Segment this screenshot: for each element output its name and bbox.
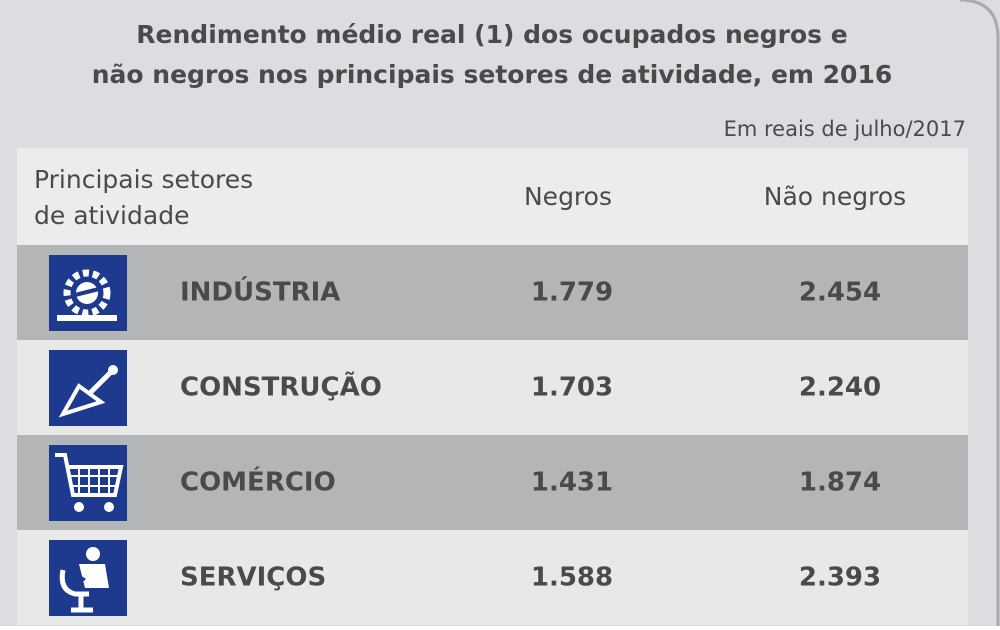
column-header: Principais setores [34,165,253,194]
value-nao-negros: 1.874 [799,468,881,498]
icon-drawing [58,365,118,418]
subtitle: Em reais de julho/2017 [724,117,966,141]
icon-drawing [59,547,109,613]
table-body: INDÚSTRIA 1.779 2.454 CONSTRUÇÃO 1.703 2.240 C… [17,245,968,625]
title-line: Rendimento médio real (1) dos ocupados n… [136,20,847,49]
icon-drawing [55,453,124,512]
sector-name: INDÚSTRIA [180,276,340,308]
value-nao-negros: 2.454 [799,278,881,308]
column-header: Não negros [764,182,906,211]
row-background [17,530,968,625]
sector-name: COMÉRCIO [180,466,336,498]
row-background [17,340,968,435]
column-header: Negros [524,182,612,211]
row-background [17,435,968,530]
sector-name: SERVIÇOS [180,563,326,593]
value-negros: 1.588 [531,563,613,593]
panel-border [959,0,1000,626]
title-line: não negros nos principais setores de ati… [92,60,893,89]
column-header: de atividade [34,201,189,230]
sector-icon [49,255,127,331]
sector-icon [49,350,127,426]
sector-name: CONSTRUÇÃO [180,371,382,403]
row-background [17,245,968,340]
value-nao-negros: 2.240 [799,373,881,403]
header-row [17,148,968,245]
value-negros: 1.703 [531,373,613,403]
sector-icon [49,445,127,521]
value-negros: 1.431 [531,468,613,498]
value-negros: 1.779 [531,278,613,308]
icon-drawing [57,269,117,321]
value-nao-negros: 2.393 [799,563,881,593]
sector-icon [49,540,127,616]
